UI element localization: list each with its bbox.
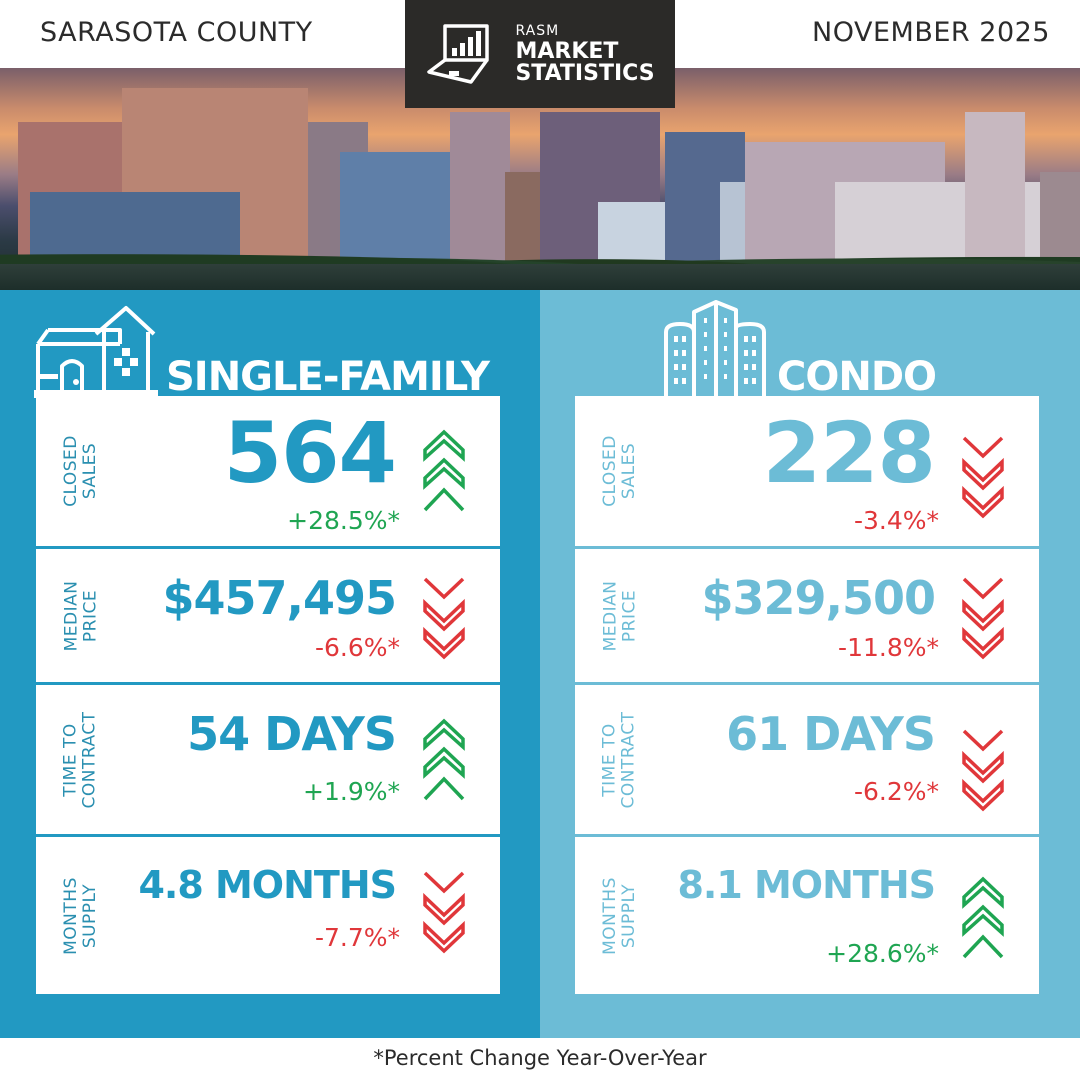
condo-metrics-card: CLOSED SALES 228 -3.4%* MEDIAN PRICE $329,… <box>575 396 1039 994</box>
metric-label: MONTHS SUPPLY <box>600 876 640 955</box>
metric-months-supply: MONTHS SUPPLY 4.8 MONTHS -7.7%* <box>36 837 500 994</box>
metric-change: -7.7%* <box>314 923 400 952</box>
logo-line2: MARKET <box>515 38 619 64</box>
metric-label: TIME TO CONTRACT <box>61 710 100 809</box>
metric-value: 61 DAYS <box>726 707 936 761</box>
metric-label: MEDIAN PRICE <box>600 580 640 651</box>
metric-value: $457,495 <box>162 571 397 625</box>
metric-label: CLOSED SALES <box>600 435 639 507</box>
metric-time-to-contract: TIME TO CONTRACT 54 DAYS +1.9%* <box>36 685 500 837</box>
rasm-logo: RASM MARKET STATISTICS <box>405 0 675 108</box>
metric-label: TIME TO CONTRACT <box>600 710 639 809</box>
metric-label: MEDIAN PRICE <box>61 580 101 651</box>
metric-value: 228 <box>762 404 936 502</box>
single-family-panel: SINGLE-FAMILY CLOSED SALES 564 +28.5%* ME… <box>0 290 540 1038</box>
metric-change: -11.8%* <box>838 633 939 662</box>
metric-value: 4.8 MONTHS <box>138 863 397 907</box>
metric-change: +1.9%* <box>303 777 400 806</box>
triple-chevron-up-icon <box>962 876 1004 959</box>
water <box>0 264 1080 290</box>
metric-label: MONTHS SUPPLY <box>61 876 101 955</box>
metric-median-price: MEDIAN PRICE $457,495 -6.6%* <box>36 549 500 685</box>
single-family-title: SINGLE-FAMILY <box>166 354 490 400</box>
metric-closed-sales: CLOSED SALES 564 +28.5%* <box>36 396 500 549</box>
metric-change: +28.6%* <box>826 939 939 968</box>
condo-panel: CONDO CLOSED SALES 228 -3.4%* MEDIAN PRICE… <box>540 290 1080 1038</box>
metric-value: 8.1 MONTHS <box>677 863 936 907</box>
county-name: SARASOTA COUNTY <box>40 17 313 48</box>
single-family-metrics-card: CLOSED SALES 564 +28.5%* MEDIAN PRICE $457… <box>36 396 500 994</box>
metric-months-supply: MONTHS SUPPLY 8.1 MONTHS +28.6%* <box>575 837 1039 994</box>
metric-change: -3.4%* <box>853 506 939 535</box>
metric-value: 564 <box>223 404 397 502</box>
metric-change: -6.6%* <box>314 633 400 662</box>
triple-chevron-up-icon <box>423 718 465 801</box>
triple-chevron-up-icon <box>423 429 465 512</box>
logo-line3: STATISTICS <box>515 60 655 86</box>
metric-change: +28.5%* <box>287 506 400 535</box>
triple-chevron-down-icon <box>962 729 1004 812</box>
metric-value: 54 DAYS <box>187 707 397 761</box>
metric-median-price: MEDIAN PRICE $329,500 -11.8%* <box>575 549 1039 685</box>
condo-title: CONDO <box>777 354 937 400</box>
house-icon <box>34 306 158 398</box>
metric-label: CLOSED SALES <box>61 435 100 507</box>
report-period: NOVEMBER 2025 <box>812 17 1050 48</box>
metric-change: -6.2%* <box>853 777 939 806</box>
logo-line1: RASM <box>515 22 560 39</box>
footnote: *Percent Change Year-Over-Year <box>373 1046 707 1070</box>
metric-time-to-contract: TIME TO CONTRACT 61 DAYS -6.2%* <box>575 685 1039 837</box>
laptop-bar-chart-icon <box>427 24 490 84</box>
triple-chevron-down-icon <box>423 577 465 660</box>
metric-closed-sales: CLOSED SALES 228 -3.4%* <box>575 396 1039 549</box>
triple-chevron-down-icon <box>962 577 1004 660</box>
triple-chevron-down-icon <box>423 871 465 954</box>
triple-chevron-down-icon <box>962 436 1004 519</box>
buildings-icon <box>664 300 766 396</box>
metric-value: $329,500 <box>701 571 936 625</box>
